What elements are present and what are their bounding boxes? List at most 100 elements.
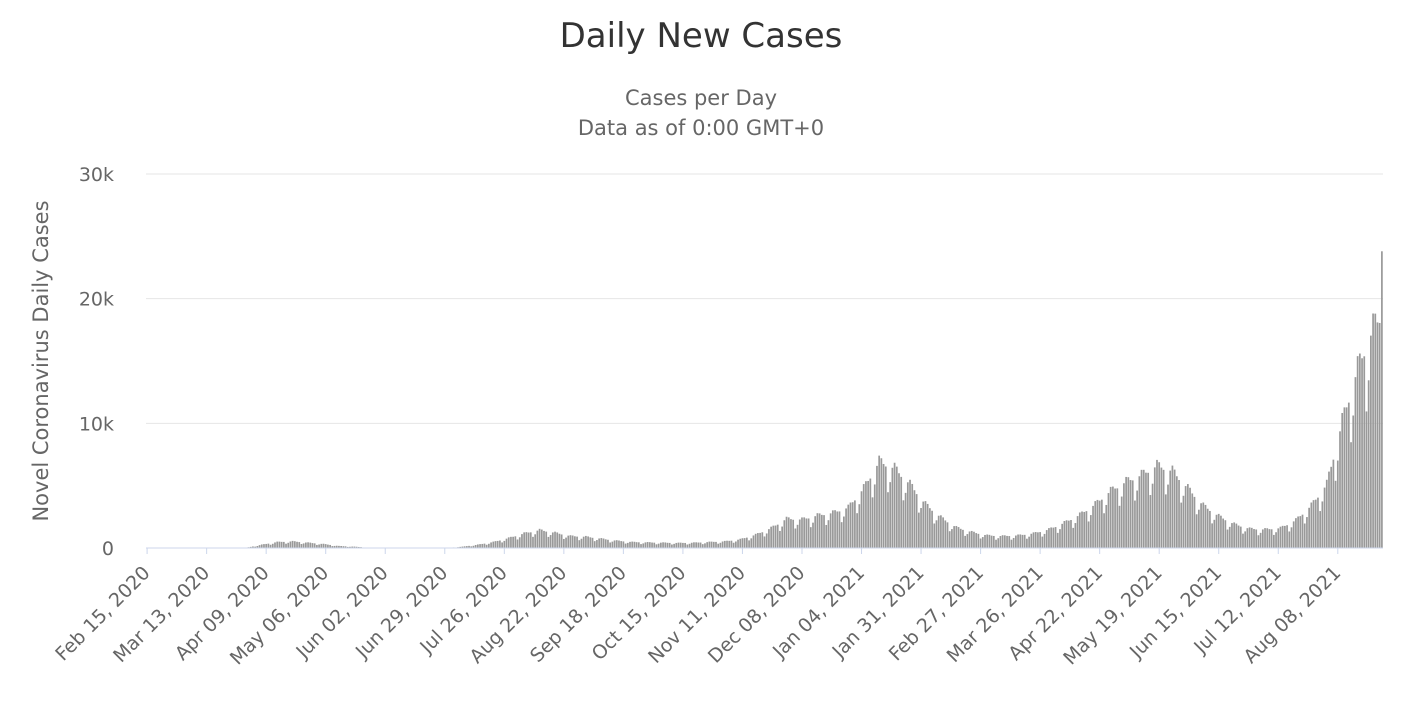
bar	[1251, 528, 1253, 548]
bar	[548, 537, 550, 548]
bar	[779, 531, 781, 548]
bar	[565, 538, 567, 548]
bar	[1244, 531, 1246, 548]
bar	[570, 535, 572, 548]
bar	[940, 515, 942, 548]
bar	[914, 490, 916, 548]
bar	[492, 542, 494, 548]
bar	[1024, 535, 1026, 548]
bar	[997, 538, 999, 548]
bar	[543, 531, 545, 548]
bar	[739, 539, 741, 548]
bar	[1363, 356, 1365, 548]
y-tick-label: 30k	[79, 164, 114, 186]
bar	[550, 535, 552, 548]
bar	[1052, 528, 1054, 548]
bar	[1227, 530, 1229, 548]
bar	[803, 517, 805, 548]
bar	[828, 520, 830, 548]
bar	[753, 535, 755, 548]
bar	[1370, 336, 1372, 548]
bar	[653, 543, 655, 548]
bar	[1240, 527, 1242, 548]
bar	[761, 532, 763, 548]
bar	[697, 543, 699, 548]
bar	[1253, 529, 1255, 548]
bar	[881, 458, 883, 548]
bar	[788, 517, 790, 548]
bar	[927, 504, 929, 548]
bar	[1123, 483, 1125, 548]
bar	[1304, 524, 1306, 548]
bar	[479, 544, 481, 548]
chart-subtitle-line-1: Cases per Day	[625, 86, 777, 110]
bar	[750, 538, 752, 548]
bar	[949, 531, 951, 548]
bar	[700, 543, 702, 548]
bar	[1059, 529, 1061, 548]
bar	[1337, 461, 1339, 548]
bar	[1355, 377, 1357, 548]
bar	[514, 536, 516, 548]
bar	[1048, 528, 1050, 548]
bar	[1161, 468, 1163, 548]
bar	[1352, 416, 1354, 548]
bar	[922, 502, 924, 548]
bar	[510, 537, 512, 548]
bar	[1134, 501, 1136, 548]
bar	[775, 526, 777, 548]
y-axis-label: Novel Coronavirus Daily Cases	[29, 200, 53, 521]
bar	[1258, 535, 1260, 548]
bar	[731, 541, 733, 548]
bar	[642, 543, 644, 548]
bar	[689, 544, 691, 548]
bar	[715, 542, 717, 548]
bar	[1138, 476, 1140, 548]
bar	[1172, 466, 1174, 548]
bar	[1348, 403, 1350, 548]
bar	[728, 541, 730, 548]
bar	[1176, 476, 1178, 548]
bar	[1011, 540, 1013, 548]
bar	[1293, 521, 1295, 548]
bar	[1357, 356, 1359, 548]
bar	[680, 543, 682, 548]
bar	[1341, 413, 1343, 548]
bar	[766, 533, 768, 548]
bar	[1039, 532, 1041, 548]
chart-title: Daily New Cases	[560, 16, 843, 56]
bar	[900, 477, 902, 548]
bar	[298, 542, 300, 548]
bar	[530, 532, 532, 548]
bar	[967, 534, 969, 548]
bar	[1324, 488, 1326, 548]
bar	[1308, 508, 1310, 548]
bar	[1110, 487, 1112, 548]
bar	[852, 502, 854, 548]
bar	[508, 537, 510, 548]
bar	[764, 536, 766, 548]
bar	[991, 536, 993, 548]
bar	[265, 544, 267, 548]
bar	[1213, 520, 1215, 548]
bar	[1372, 314, 1374, 549]
bar	[1361, 358, 1363, 548]
bar	[854, 500, 856, 548]
bar	[567, 536, 569, 548]
bar	[777, 525, 779, 548]
y-tick-label: 20k	[79, 289, 114, 311]
bar	[1158, 462, 1160, 548]
bar	[1196, 514, 1198, 548]
bar	[1207, 509, 1209, 548]
bar	[830, 513, 832, 548]
bar	[916, 494, 918, 548]
bar	[1013, 538, 1015, 548]
bar	[532, 537, 534, 548]
bar	[594, 541, 596, 548]
bar	[986, 535, 988, 549]
bar	[631, 542, 633, 548]
bar	[845, 508, 847, 548]
bar	[600, 538, 602, 548]
bar	[1297, 516, 1299, 548]
bar	[759, 533, 761, 548]
